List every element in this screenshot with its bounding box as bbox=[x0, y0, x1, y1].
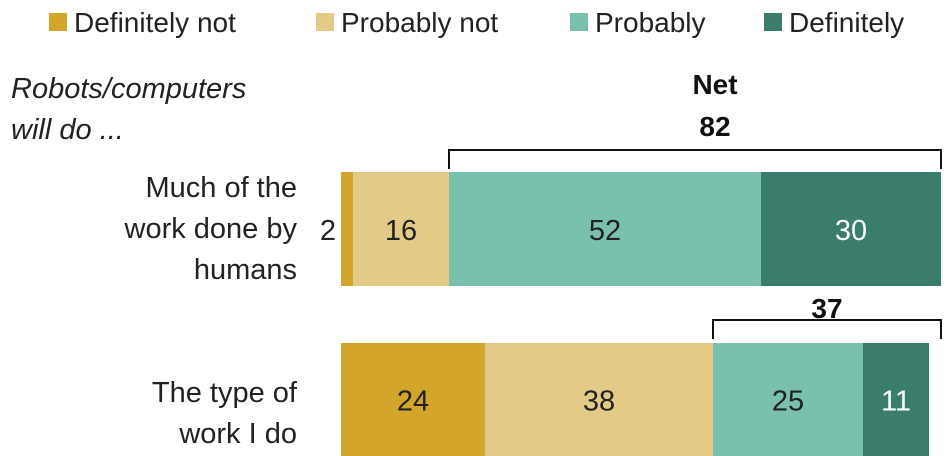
legend: Definitely not Probably not Probably Defini… bbox=[49, 7, 904, 38]
net-bracket bbox=[448, 149, 942, 169]
category-labels: Much of the work done by humans The type of… bbox=[124, 172, 298, 450]
category-label: work done by bbox=[124, 213, 298, 245]
value-label: 38 bbox=[583, 386, 615, 418]
stub-label: Robots/computers will do ... bbox=[11, 73, 246, 146]
stub-label-line: Robots/computers bbox=[11, 73, 246, 105]
value-label: 24 bbox=[397, 386, 429, 418]
value-label: 30 bbox=[835, 215, 867, 247]
bar-probably-not bbox=[485, 343, 713, 456]
category-label: The type of bbox=[152, 377, 298, 409]
net-value: 37 bbox=[811, 293, 842, 324]
legend-swatch-probably-not bbox=[316, 13, 334, 31]
value-label: 52 bbox=[589, 215, 621, 247]
value-label: 2 bbox=[320, 215, 336, 247]
legend-swatch-definitely bbox=[764, 13, 782, 31]
legend-label-probably-not: Probably not bbox=[341, 7, 498, 38]
bar-probably bbox=[713, 343, 863, 456]
category-label: work I do bbox=[178, 418, 297, 450]
bar-probably bbox=[449, 172, 761, 286]
net-title: Net bbox=[692, 69, 737, 100]
net-annotations: Net 82 37 bbox=[448, 69, 942, 339]
legend-swatch-definitely-not bbox=[49, 13, 67, 31]
legend-label-definitely-not: Definitely not bbox=[74, 7, 236, 38]
value-label: 16 bbox=[385, 215, 417, 247]
bar-probably-not bbox=[353, 172, 449, 286]
net-bracket bbox=[712, 319, 942, 339]
bar-definitely bbox=[761, 172, 941, 286]
stub-label-line: will do ... bbox=[11, 114, 124, 146]
net-value: 82 bbox=[699, 111, 730, 142]
bar-definitely-not bbox=[341, 343, 485, 456]
category-label: Much of the bbox=[145, 172, 297, 204]
category-label: humans bbox=[194, 254, 297, 286]
value-label: 25 bbox=[772, 386, 804, 418]
legend-swatch-probably bbox=[570, 13, 588, 31]
value-label: 11 bbox=[881, 386, 911, 418]
legend-label-definitely: Definitely bbox=[789, 7, 904, 38]
bar-definitely bbox=[863, 343, 929, 456]
bars: 2 16 52 30 24 38 25 11 bbox=[320, 172, 941, 456]
legend-label-probably: Probably bbox=[595, 7, 706, 38]
bar-definitely-not bbox=[341, 172, 353, 286]
